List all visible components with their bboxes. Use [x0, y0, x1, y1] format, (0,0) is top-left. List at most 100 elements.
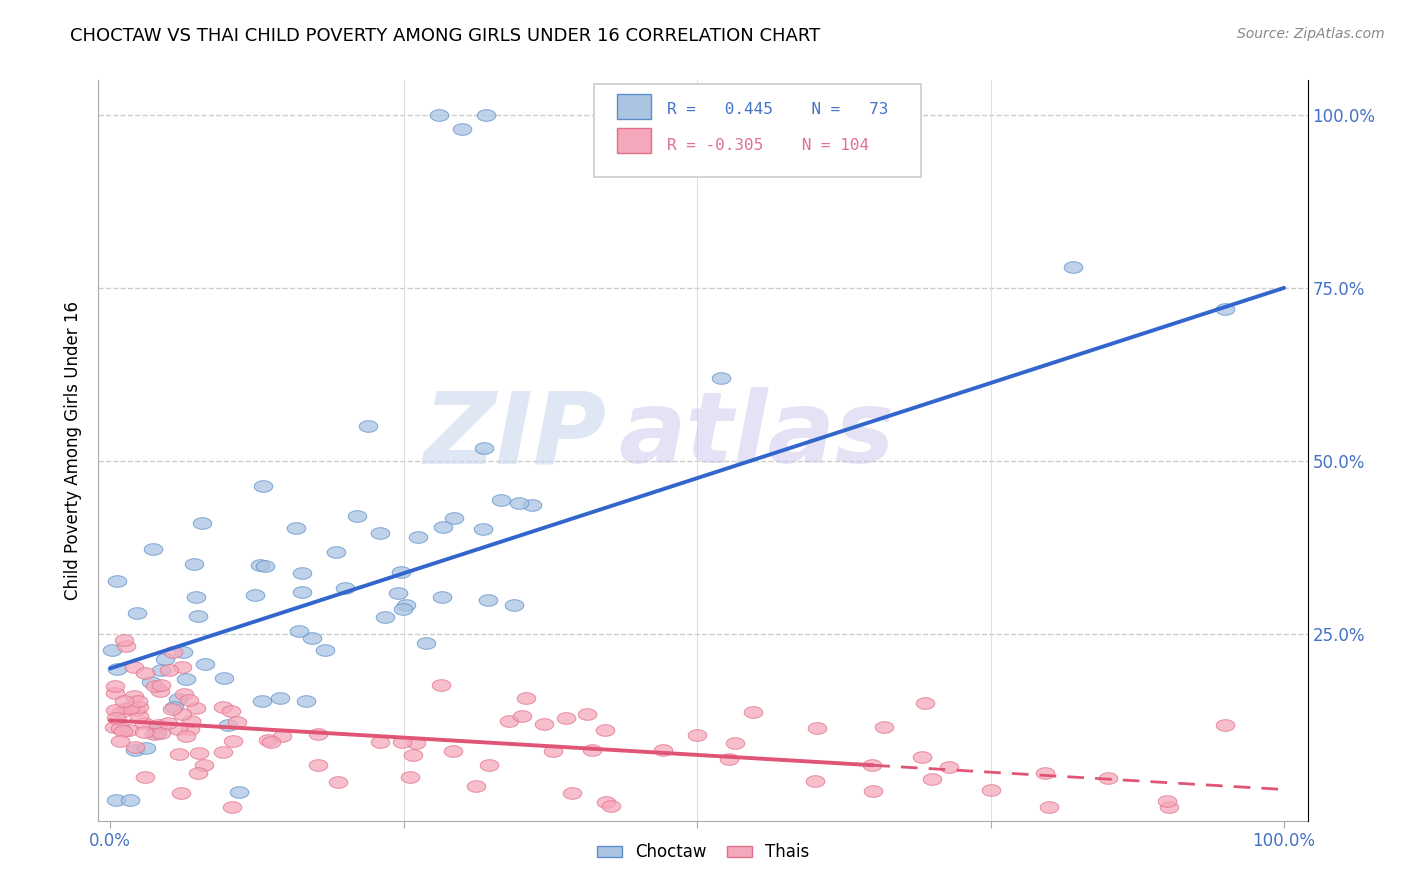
Point — [221, 733, 243, 747]
Point — [710, 371, 733, 385]
Point — [191, 516, 214, 530]
Point — [157, 663, 180, 677]
Point — [415, 635, 437, 649]
Point — [718, 752, 741, 766]
Point — [1157, 799, 1180, 814]
Point — [600, 798, 623, 813]
Point — [471, 522, 494, 536]
Point — [167, 747, 190, 761]
Point — [873, 720, 896, 734]
Point — [402, 747, 425, 762]
Point — [142, 726, 165, 740]
Point — [179, 723, 201, 737]
Point — [686, 728, 709, 742]
Point — [112, 723, 135, 738]
Point — [478, 757, 501, 772]
Y-axis label: Child Poverty Among Girls Under 16: Child Poverty Among Girls Under 16 — [65, 301, 83, 600]
Point — [285, 521, 308, 535]
Point — [212, 745, 235, 759]
Point — [980, 783, 1002, 797]
Point — [187, 746, 209, 760]
Point — [555, 711, 578, 725]
Point — [127, 606, 149, 620]
Point — [399, 770, 422, 784]
Point — [291, 566, 314, 580]
Point — [260, 735, 283, 749]
Point — [374, 610, 396, 624]
Point — [307, 758, 329, 772]
Point — [170, 706, 193, 721]
Point — [269, 690, 291, 705]
Point — [576, 707, 599, 722]
Point — [595, 795, 617, 809]
Point — [187, 766, 209, 780]
Point — [368, 735, 391, 749]
Point — [581, 743, 603, 757]
Point — [125, 703, 148, 717]
Point — [101, 643, 124, 657]
Point — [862, 758, 884, 772]
Point — [172, 644, 194, 658]
Legend: Choctaw, Thais: Choctaw, Thais — [591, 837, 815, 868]
Point — [405, 736, 427, 750]
Point — [593, 723, 616, 738]
Point — [249, 558, 271, 572]
Point — [173, 687, 195, 701]
Point — [862, 783, 884, 797]
Point — [520, 498, 543, 512]
Point — [252, 693, 274, 707]
Point — [146, 726, 169, 740]
Point — [167, 692, 190, 706]
Point — [427, 108, 450, 122]
Point — [124, 740, 146, 755]
FancyBboxPatch shape — [617, 94, 651, 119]
Point — [432, 591, 454, 605]
Point — [174, 673, 197, 687]
Point — [132, 716, 155, 731]
FancyBboxPatch shape — [595, 84, 921, 177]
Point — [921, 772, 943, 786]
Point — [245, 588, 267, 602]
Point — [430, 677, 453, 691]
Point — [391, 602, 413, 616]
Point — [724, 736, 747, 750]
Point — [1215, 717, 1237, 731]
Point — [149, 726, 172, 740]
Point — [1097, 771, 1119, 785]
Point — [112, 632, 135, 647]
Point — [212, 671, 235, 685]
Point — [128, 708, 150, 723]
Point — [443, 510, 465, 524]
Point — [108, 734, 131, 748]
Point — [326, 775, 349, 789]
Point — [742, 705, 765, 719]
Point — [174, 729, 197, 743]
Point — [914, 696, 936, 710]
Point — [1215, 301, 1237, 316]
Point — [219, 704, 242, 718]
Point — [128, 700, 150, 714]
Point — [938, 760, 960, 774]
Point — [1062, 260, 1084, 274]
Point — [325, 545, 347, 559]
Point — [163, 700, 186, 714]
Point — [295, 694, 318, 708]
Point — [803, 774, 825, 789]
Point — [475, 108, 498, 122]
Point — [288, 624, 311, 639]
Point — [911, 750, 934, 764]
Point — [533, 717, 555, 731]
Point — [806, 721, 828, 735]
FancyBboxPatch shape — [617, 128, 651, 153]
Point — [141, 675, 163, 690]
Point — [187, 608, 209, 623]
Text: atlas: atlas — [619, 387, 894, 484]
Point — [252, 479, 274, 493]
Point — [441, 744, 464, 758]
Point — [104, 686, 127, 700]
Point — [122, 689, 145, 703]
Text: Source: ZipAtlas.com: Source: ZipAtlas.com — [1237, 27, 1385, 41]
Point — [211, 699, 233, 714]
Point — [143, 679, 166, 693]
Point — [256, 733, 278, 747]
